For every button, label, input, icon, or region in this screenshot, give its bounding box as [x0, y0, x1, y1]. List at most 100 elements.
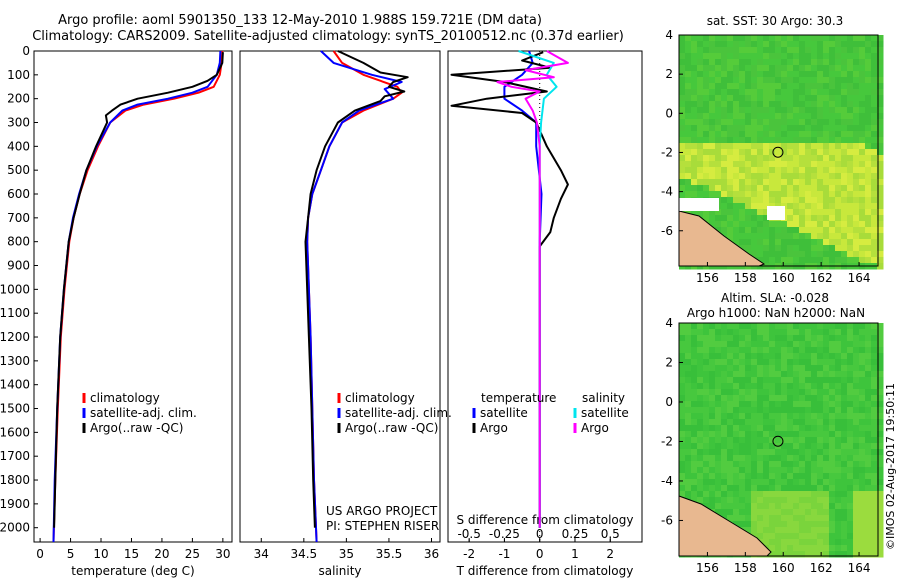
- map-cell: [727, 413, 734, 420]
- map-cell: [877, 143, 884, 150]
- map-cell: [781, 71, 788, 78]
- map-cell: [685, 437, 692, 444]
- map-cell: [835, 491, 842, 498]
- map-cell: [877, 83, 884, 90]
- map-cell: [757, 467, 764, 474]
- map-cell: [697, 155, 704, 162]
- map-cell: [829, 143, 836, 150]
- map-cell: [859, 137, 866, 144]
- map-cell: [703, 125, 710, 132]
- map-cell: [829, 179, 836, 186]
- map-cell: [877, 461, 884, 468]
- map-cell: [865, 455, 872, 462]
- map-cell: [727, 179, 734, 186]
- map-cell: [751, 443, 758, 450]
- map-cell: [763, 155, 770, 162]
- map-cell: [715, 113, 722, 120]
- map-cell: [871, 47, 878, 54]
- map-cell: [829, 197, 836, 204]
- map-cell: [685, 401, 692, 408]
- map-cell: [823, 545, 830, 552]
- map-cell: [841, 383, 848, 390]
- map-cell: [769, 407, 776, 414]
- map-cell: [865, 437, 872, 444]
- map-cell: [841, 173, 848, 180]
- map-cell: [829, 233, 836, 240]
- map-cell: [751, 137, 758, 144]
- map-cell: [835, 221, 842, 228]
- map-cell: [805, 539, 812, 546]
- map-cell: [841, 89, 848, 96]
- map-cell: [745, 347, 752, 354]
- map-cell: [829, 377, 836, 384]
- map-cell: [757, 161, 764, 168]
- map-cell: [859, 179, 866, 186]
- map-cell: [811, 119, 818, 126]
- map-cell: [685, 353, 692, 360]
- map-cell: [847, 449, 854, 456]
- map-cell: [703, 485, 710, 492]
- map-cell: [775, 197, 782, 204]
- map-cell: [865, 467, 872, 474]
- map-cell: [835, 431, 842, 438]
- map-cell: [817, 449, 824, 456]
- map-cell: [817, 227, 824, 234]
- map-cell: [841, 425, 848, 432]
- map-cell: [799, 329, 806, 336]
- map-cell: [769, 191, 776, 198]
- map-cell: [853, 119, 860, 126]
- map-cell: [835, 107, 842, 114]
- map-cell: [865, 485, 872, 492]
- map-cell: [841, 539, 848, 546]
- map-cell: [799, 341, 806, 348]
- map-cell: [721, 155, 728, 162]
- map-cell: [799, 215, 806, 222]
- map-cell: [823, 521, 830, 528]
- map-cell: [871, 323, 878, 330]
- map-cell: [745, 35, 752, 42]
- map-cell: [697, 401, 704, 408]
- depth-tick-label: 1500: [0, 402, 30, 416]
- map-cell: [877, 551, 884, 558]
- map-cell: [751, 497, 758, 504]
- map-cell: [811, 443, 818, 450]
- map-cell: [733, 347, 740, 354]
- map-lon-tick-label: 162: [810, 561, 833, 575]
- map-cell: [757, 503, 764, 510]
- map-cell: [841, 545, 848, 552]
- map-cell: [727, 491, 734, 498]
- map-cell: [769, 443, 776, 450]
- map-cell: [727, 503, 734, 510]
- map-cell: [757, 509, 764, 516]
- map-cell: [793, 527, 800, 534]
- map-cell: [877, 359, 884, 366]
- map-cell: [805, 179, 812, 186]
- map-cell: [805, 239, 812, 246]
- map-cell: [811, 215, 818, 222]
- map-cell: [871, 353, 878, 360]
- salinity-diff-tick-label: -0.25: [489, 527, 520, 541]
- map-cell: [865, 353, 872, 360]
- map-cell: [691, 437, 698, 444]
- map-cell: [763, 485, 770, 492]
- map-cell: [727, 83, 734, 90]
- map-cell: [817, 83, 824, 90]
- map-cell: [871, 533, 878, 540]
- map-cell: [823, 65, 830, 72]
- map-cell: [811, 191, 818, 198]
- map-cell: [865, 131, 872, 138]
- map-cell: [811, 473, 818, 480]
- map-cell: [805, 233, 812, 240]
- map-cell: [787, 419, 794, 426]
- map-cell: [691, 425, 698, 432]
- map-cell: [721, 77, 728, 84]
- map-cell: [739, 503, 746, 510]
- map-cell: [871, 407, 878, 414]
- map-cell: [679, 467, 686, 474]
- map-cell: [799, 119, 806, 126]
- map-cell: [841, 497, 848, 504]
- map-cell: [715, 347, 722, 354]
- map-cell: [685, 125, 692, 132]
- map-cell: [835, 53, 842, 60]
- map-cell: [799, 419, 806, 426]
